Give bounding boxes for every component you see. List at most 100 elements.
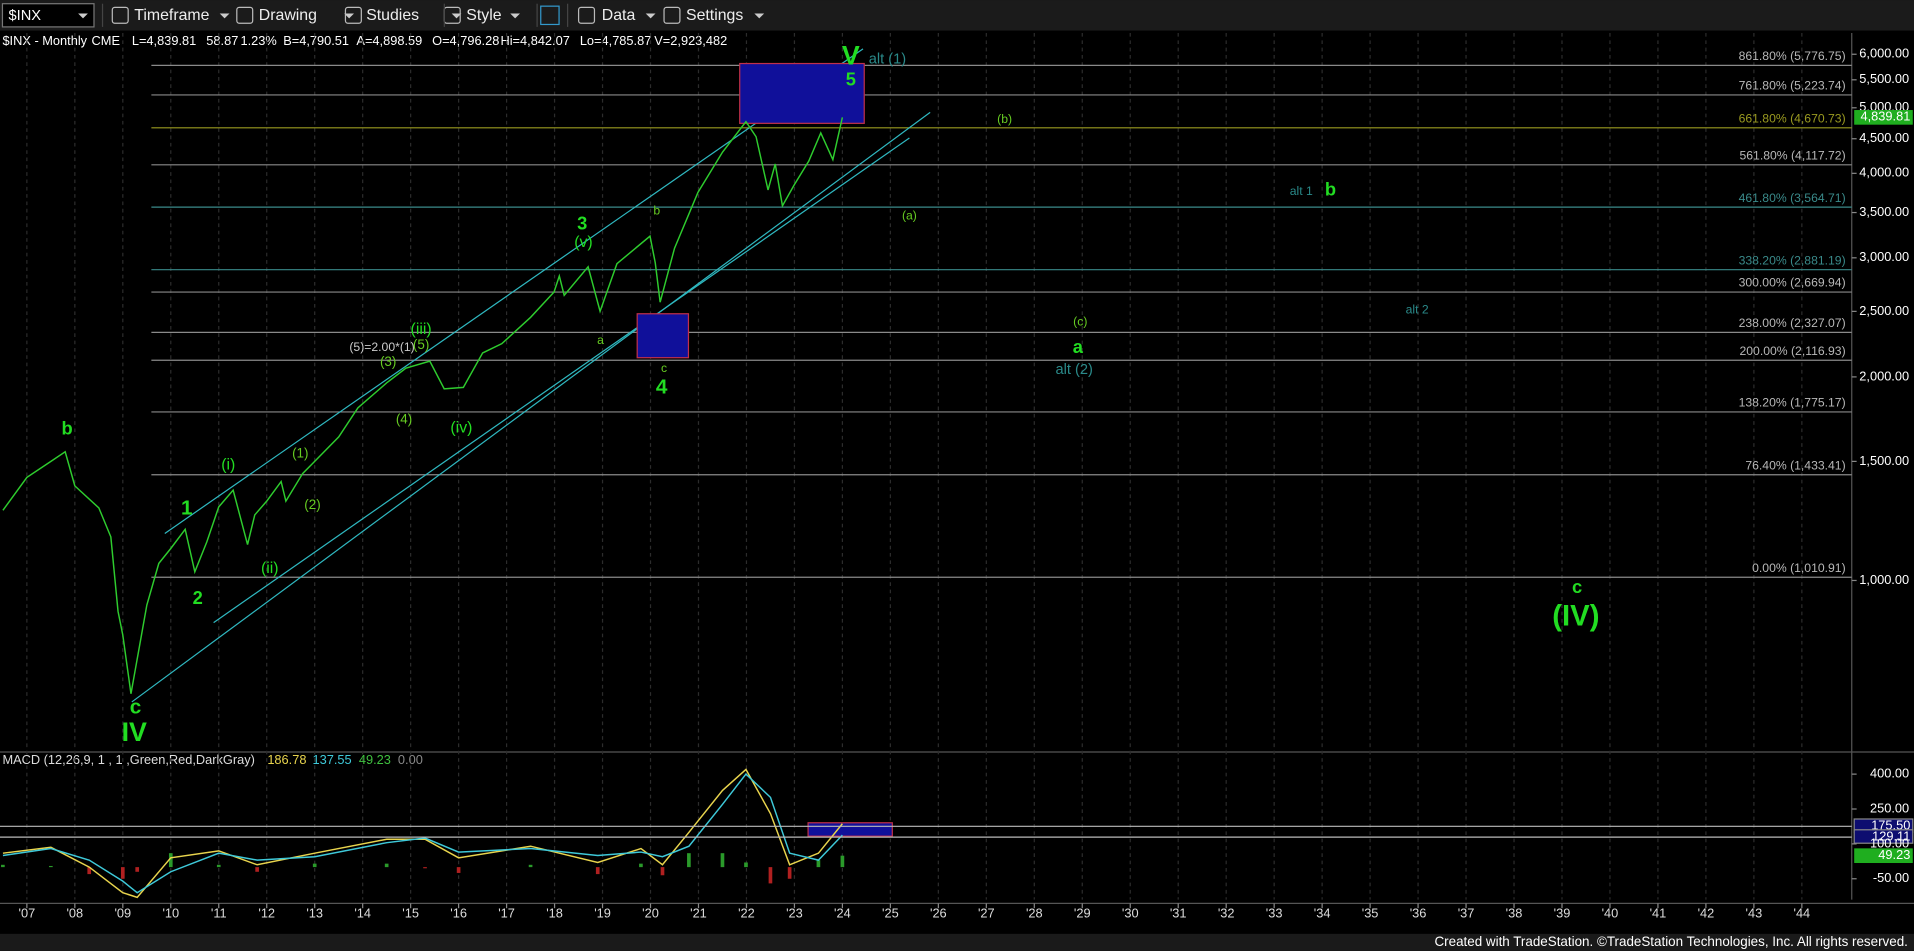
toolbar-button[interactable]: Settings [686,7,743,24]
wave-label: (5)=2.00*(1) [349,340,414,354]
y-tick-label: 250.00 [1870,800,1909,815]
wave-label: alt 1 [1290,184,1313,198]
wave-label: (c) [1073,315,1087,329]
x-tick-label: '17 [498,906,515,921]
wave-label: c [1572,576,1582,597]
quote-info: O=4,796.28 [432,33,499,48]
last-price-box [1854,110,1913,125]
wave-label: a [597,333,604,347]
wave-label: (ii) [261,560,279,577]
toolbar-button[interactable]: Style [466,7,501,24]
footer: Created with TradeStation. ©TradeStation… [1435,934,1908,949]
histogram-bar [255,867,259,872]
x-tick-label: '34 [1314,906,1331,921]
wave-label: c [661,361,667,375]
wave-label: 4 [656,376,668,399]
quote-info: CME [92,33,120,48]
x-tick-label: '20 [642,906,659,921]
fib-label: 861.80% (5,776.75) [1739,49,1846,63]
y-tick-label: 400.00 [1870,766,1909,781]
histogram-bar [639,863,643,868]
y-tick-label: 4,500.00 [1859,130,1909,145]
quote-info: Hi=4,842.07 [500,33,569,48]
wave-label: b [653,203,660,217]
dropdown-arrow [645,13,656,19]
x-tick-label: '43 [1746,906,1763,921]
histogram-bar [720,853,725,868]
macd-legend-value: 137.55 [312,752,351,767]
wave-label: (5) [413,337,429,352]
quote-info: A=4,898.59 [356,33,422,48]
y-tick-label: 5,500.00 [1859,71,1909,86]
quote-info: B=4,790.51 [283,33,349,48]
x-tick-label: '31 [1170,906,1187,921]
x-tick-label: '29 [1074,906,1091,921]
symbol[interactable]: $INX [9,8,42,24]
macd-legend-value: 0.00 [398,752,423,767]
toolbar-button[interactable]: Studies [366,7,419,24]
channel-line [131,111,931,703]
toolbar-icon [236,6,254,24]
x-tick-label: '30 [1122,906,1139,921]
wave-label: (i) [221,456,235,473]
signal-line [2,772,843,894]
fib-label: 138.20% (1,775.17) [1739,396,1846,410]
fib-label: 200.00% (2,116.93) [1739,344,1845,358]
x-tick-label: '16 [450,906,467,921]
x-tick-label: '11 [211,906,227,921]
x-tick-label: '32 [1218,906,1235,921]
histogram-bar [168,853,173,868]
y-tick-label: 2,500.00 [1859,303,1909,318]
histogram-bar [312,863,317,868]
y-tick-label: 1,500.00 [1859,453,1909,468]
fib-label: 76.40% (1,433.41) [1745,458,1845,472]
x-tick-label: '39 [1554,906,1571,921]
histogram-bar [840,855,845,868]
quote-info: Lo=4,785.87 [580,33,652,48]
quote-info: 58.87 [206,33,238,48]
toolbar-button[interactable]: Drawing [259,7,317,24]
macd-legend-value: 186.78 [267,752,306,767]
fib-label: 300.00% (2,669.94) [1739,276,1846,290]
fib-label: 661.80% (4,670.73) [1739,111,1846,125]
target-box [739,62,865,124]
x-tick-label: '24 [834,906,851,921]
x-tick-label: '27 [978,906,995,921]
wave-label: (3) [380,354,396,369]
wave-label: (b) [997,112,1012,126]
wave-label: (iv) [450,420,472,437]
histogram-bar [384,863,389,868]
y-tick-label: 2,000.00 [1859,368,1909,383]
status-bar [0,933,1914,951]
x-tick-label: '07 [19,906,36,921]
histogram-bar [49,865,53,868]
wave-label: (2) [304,497,320,512]
y-tick-label: 1,000.00 [1859,572,1909,587]
y-tick-label: 3,500.00 [1859,204,1909,219]
wave-label: b [62,418,73,439]
histogram-bar [787,867,792,879]
fib-label: 338.20% (2,881.19) [1739,253,1846,267]
y-tick-label: -50.00 [1873,870,1909,885]
histogram-bar [816,860,821,868]
layout-icon[interactable] [540,5,560,26]
x-tick-label: '15 [402,906,419,921]
histogram-bar [687,853,691,868]
dropdown-arrow [754,13,765,19]
toolbar-button[interactable]: Data [602,7,636,24]
wave-label: a [1073,336,1084,357]
x-tick-label: '14 [354,906,371,921]
toolbar-button[interactable]: Timeframe [134,7,209,24]
histogram-bar [744,862,748,868]
target-box [636,313,690,359]
macd-line [2,768,843,899]
x-tick-label: '19 [594,906,611,921]
dropdown-arrow [219,13,230,19]
x-tick-label: '18 [546,906,563,921]
symbol-box[interactable] [1,3,95,28]
y-tick-label: 6,000.00 [1859,46,1909,61]
x-tick-label: '41 [1650,906,1667,921]
wave-label: 5 [846,68,856,89]
